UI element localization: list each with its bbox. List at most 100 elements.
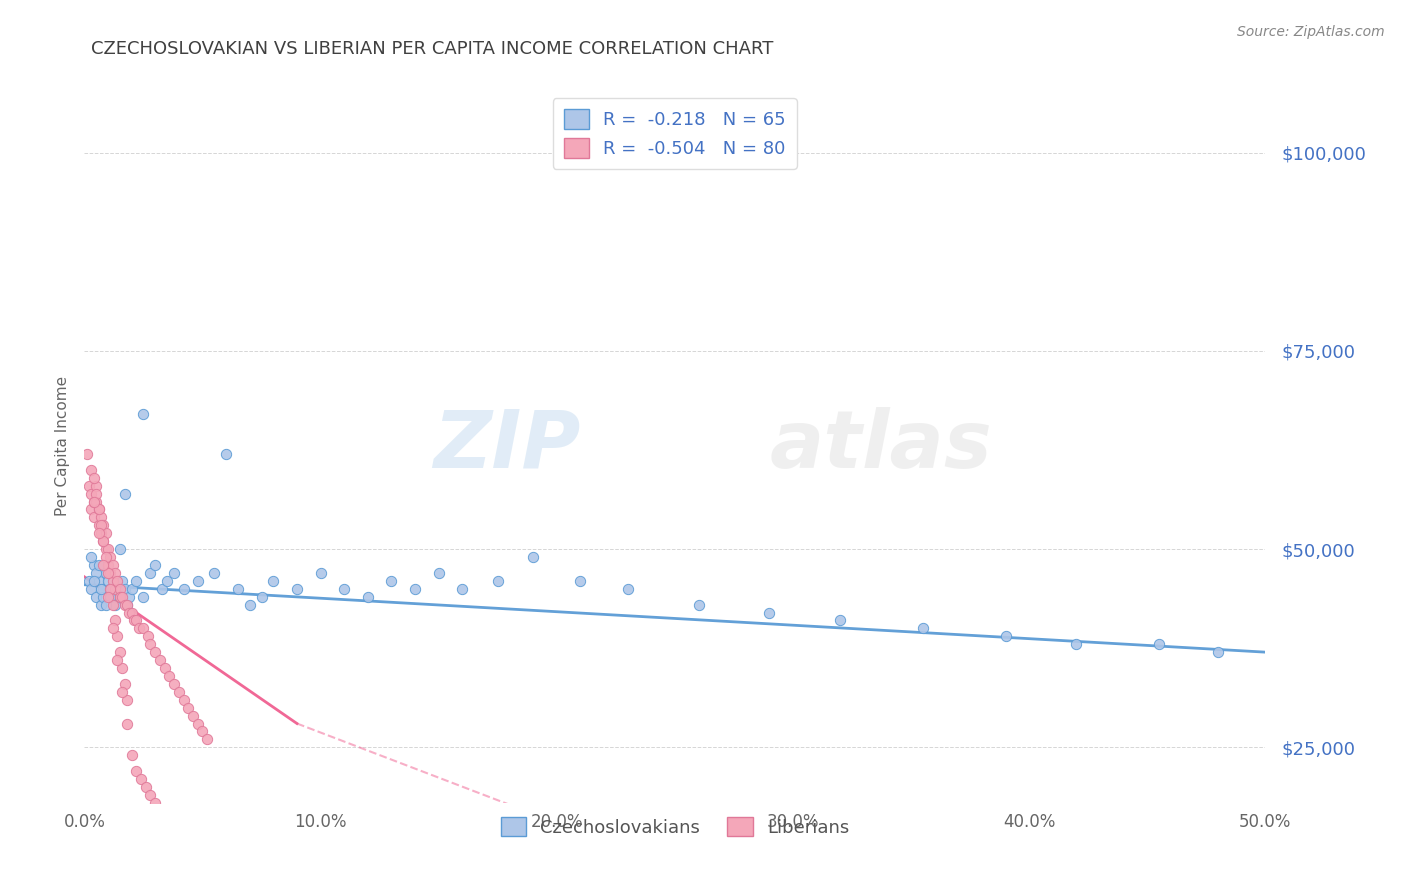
Point bbox=[83, 574, 105, 588]
Point bbox=[91, 534, 114, 549]
Point bbox=[486, 574, 509, 588]
Point bbox=[97, 574, 120, 588]
Point bbox=[114, 486, 136, 500]
Point bbox=[101, 598, 124, 612]
Point bbox=[181, 708, 204, 723]
Point bbox=[90, 582, 112, 596]
Point bbox=[101, 590, 124, 604]
Point bbox=[101, 558, 124, 572]
Point bbox=[128, 621, 150, 635]
Point bbox=[285, 582, 308, 596]
Point bbox=[77, 478, 100, 492]
Point bbox=[115, 716, 138, 731]
Point bbox=[187, 574, 209, 588]
Point bbox=[157, 669, 180, 683]
Point bbox=[758, 606, 780, 620]
Text: Source: ZipAtlas.com: Source: ZipAtlas.com bbox=[1237, 25, 1385, 39]
Point bbox=[239, 598, 262, 612]
Point bbox=[830, 614, 852, 628]
Point bbox=[80, 463, 103, 477]
Point bbox=[91, 590, 114, 604]
Point bbox=[143, 558, 166, 572]
Point bbox=[114, 598, 136, 612]
Point bbox=[139, 566, 162, 580]
Point bbox=[911, 621, 934, 635]
Point bbox=[97, 566, 120, 580]
Point bbox=[111, 590, 134, 604]
Point bbox=[84, 486, 107, 500]
Point bbox=[98, 582, 121, 596]
Point bbox=[101, 621, 124, 635]
Point bbox=[135, 780, 157, 794]
Point bbox=[569, 574, 592, 588]
Point bbox=[163, 677, 186, 691]
Point bbox=[262, 574, 284, 588]
Point bbox=[139, 637, 162, 651]
Point bbox=[121, 582, 143, 596]
Point bbox=[111, 574, 134, 588]
Point bbox=[132, 590, 155, 604]
Point bbox=[195, 732, 218, 747]
Point bbox=[87, 558, 110, 572]
Point bbox=[97, 558, 120, 572]
Point bbox=[91, 582, 114, 596]
Point bbox=[98, 590, 121, 604]
Point bbox=[114, 677, 136, 691]
Point bbox=[80, 582, 103, 596]
Text: ZIP: ZIP bbox=[433, 407, 581, 485]
Point bbox=[84, 590, 107, 604]
Point bbox=[250, 590, 273, 604]
Point bbox=[404, 582, 426, 596]
Point bbox=[94, 542, 117, 557]
Point bbox=[143, 645, 166, 659]
Point bbox=[107, 653, 129, 667]
Point bbox=[94, 549, 117, 564]
Point bbox=[118, 590, 141, 604]
Point bbox=[125, 764, 148, 778]
Point bbox=[83, 471, 105, 485]
Point bbox=[77, 574, 100, 588]
Point bbox=[94, 566, 117, 580]
Point bbox=[427, 566, 450, 580]
Point bbox=[114, 582, 136, 596]
Point bbox=[129, 772, 152, 786]
Point bbox=[97, 542, 120, 557]
Point bbox=[84, 478, 107, 492]
Point bbox=[107, 629, 129, 643]
Point bbox=[87, 518, 110, 533]
Point bbox=[121, 606, 143, 620]
Point bbox=[87, 502, 110, 516]
Point bbox=[688, 598, 710, 612]
Point bbox=[98, 549, 121, 564]
Point bbox=[132, 407, 155, 421]
Point bbox=[83, 494, 105, 508]
Point bbox=[380, 574, 402, 588]
Point bbox=[150, 582, 173, 596]
Point bbox=[107, 574, 129, 588]
Point bbox=[122, 614, 145, 628]
Point bbox=[125, 574, 148, 588]
Point bbox=[91, 558, 114, 572]
Point bbox=[226, 582, 249, 596]
Point bbox=[1206, 645, 1229, 659]
Point bbox=[87, 526, 110, 541]
Y-axis label: Per Capita Income: Per Capita Income bbox=[55, 376, 70, 516]
Point bbox=[173, 582, 195, 596]
Point bbox=[1147, 637, 1170, 651]
Point bbox=[994, 629, 1017, 643]
Point bbox=[309, 566, 332, 580]
Point bbox=[97, 590, 120, 604]
Point bbox=[616, 582, 638, 596]
Point bbox=[104, 614, 127, 628]
Point bbox=[136, 629, 159, 643]
Point bbox=[153, 661, 176, 675]
Text: atlas: atlas bbox=[769, 407, 993, 485]
Point bbox=[107, 582, 129, 596]
Point bbox=[139, 788, 162, 802]
Point bbox=[108, 542, 131, 557]
Point bbox=[167, 685, 190, 699]
Point bbox=[191, 724, 214, 739]
Point bbox=[111, 685, 134, 699]
Point bbox=[115, 598, 138, 612]
Point bbox=[143, 796, 166, 810]
